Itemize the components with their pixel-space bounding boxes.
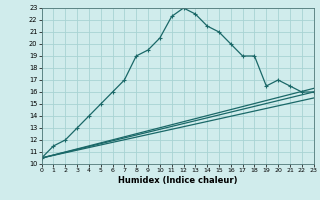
X-axis label: Humidex (Indice chaleur): Humidex (Indice chaleur) (118, 176, 237, 185)
